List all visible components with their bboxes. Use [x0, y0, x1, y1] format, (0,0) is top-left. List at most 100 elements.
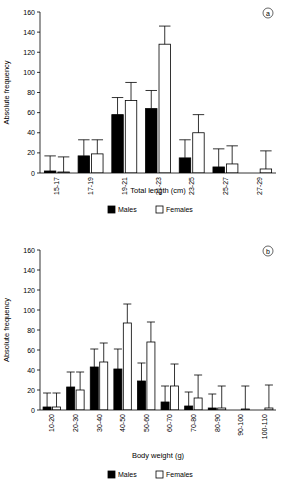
bar: [213, 167, 224, 173]
legend: MalesFemales: [108, 206, 193, 213]
y-tick-label: 100: [23, 69, 35, 76]
y-tick-label: 140: [23, 29, 35, 36]
y-tick: [37, 92, 40, 93]
error-stem: [50, 156, 51, 171]
x-tick-label: 20-30: [72, 414, 79, 432]
bar: [146, 109, 157, 173]
y-tick-label: 60: [27, 347, 35, 354]
error-bar: [194, 375, 202, 398]
error-bar: [78, 140, 89, 156]
error-cap: [147, 322, 155, 323]
y-tick: [37, 132, 40, 133]
error-cap: [265, 385, 273, 386]
error-stem: [83, 140, 84, 156]
legend-swatch: [108, 206, 115, 213]
error-cap: [159, 26, 170, 27]
error-bar: [137, 363, 145, 381]
panel: 02040608010012014016015-1717-1919-2121-2…: [2, 8, 276, 213]
error-bar: [146, 90, 157, 108]
error-bar: [92, 140, 103, 154]
error-cap: [146, 90, 157, 91]
error-bar: [226, 146, 237, 164]
x-axis-title: Total length (cm): [130, 186, 186, 195]
error-bar: [171, 364, 179, 386]
y-tick-label: 80: [27, 89, 35, 96]
error-stem: [151, 90, 152, 108]
error-stem: [164, 26, 165, 44]
error-stem: [97, 140, 98, 154]
y-tick: [37, 290, 40, 291]
error-stem: [268, 385, 269, 408]
bar: [125, 101, 136, 173]
legend-swatch: [156, 471, 163, 478]
error-cap: [44, 155, 55, 156]
y-tick: [37, 173, 40, 174]
error-cap: [241, 386, 249, 387]
x-tick-label: 40-50: [119, 414, 126, 432]
bar: [123, 323, 131, 410]
bar: [76, 390, 84, 410]
panel-badge: [263, 8, 273, 18]
x-tick-label: 27-29: [256, 177, 263, 195]
error-cap: [208, 394, 216, 395]
error-bar: [185, 392, 193, 406]
y-tick: [37, 72, 40, 73]
error-stem: [103, 343, 104, 362]
y-tick: [37, 270, 40, 271]
error-bar: [147, 322, 155, 342]
error-cap: [90, 349, 98, 350]
bar: [78, 156, 89, 173]
error-stem: [198, 115, 199, 133]
panel-letter: b: [266, 248, 270, 255]
x-tick-label: 90-100: [237, 414, 244, 436]
legend-label: Males: [118, 206, 137, 213]
error-bar: [161, 386, 169, 402]
error-stem: [221, 386, 222, 408]
y-axis-title: Absolute frequency: [2, 298, 11, 362]
legend-label: Females: [166, 471, 193, 478]
error-cap: [123, 304, 131, 305]
error-stem: [212, 394, 213, 408]
bar: [90, 367, 98, 410]
y-tick-label: 20: [27, 149, 35, 156]
error-stem: [245, 386, 246, 409]
error-cap: [260, 150, 271, 151]
panel-letter: a: [266, 10, 270, 17]
bar: [194, 398, 202, 410]
y-tick: [37, 112, 40, 113]
error-bar: [218, 386, 226, 408]
bar: [226, 164, 237, 173]
plot-area: [43, 304, 273, 410]
y-tick-label: 160: [23, 247, 35, 254]
error-stem: [184, 140, 185, 158]
error-cap: [194, 375, 202, 376]
x-tick-label: 50-60: [143, 414, 150, 432]
error-cap: [78, 139, 89, 140]
bar: [53, 407, 61, 410]
y-tick-label: 100: [23, 307, 35, 314]
y-tick-label: 120: [23, 49, 35, 56]
error-stem: [150, 322, 151, 342]
y-tick-label: 140: [23, 267, 35, 274]
error-bar: [114, 349, 122, 369]
error-cap: [226, 145, 237, 146]
y-tick-label: 0: [31, 407, 35, 414]
x-axis-title: Body weight (g): [132, 451, 185, 460]
figure: 02040608010012014016015-1717-1919-2121-2…: [0, 0, 281, 485]
legend: MalesFemales: [108, 471, 193, 478]
error-bar: [159, 26, 170, 44]
bar: [161, 402, 169, 410]
y-tick: [37, 152, 40, 153]
error-bar: [179, 140, 190, 158]
y-tick-label: 0: [31, 170, 35, 177]
x-tick-label: 23-25: [188, 177, 195, 195]
y-tick-label: 40: [27, 129, 35, 136]
plot-area: [44, 26, 271, 173]
x-tick-label: 25-27: [222, 177, 229, 195]
bar: [92, 154, 103, 173]
error-stem: [232, 146, 233, 164]
error-cap: [100, 343, 108, 344]
error-bar: [241, 386, 249, 409]
x-tick-label: 60-70: [166, 414, 173, 432]
y-tick: [37, 310, 40, 311]
